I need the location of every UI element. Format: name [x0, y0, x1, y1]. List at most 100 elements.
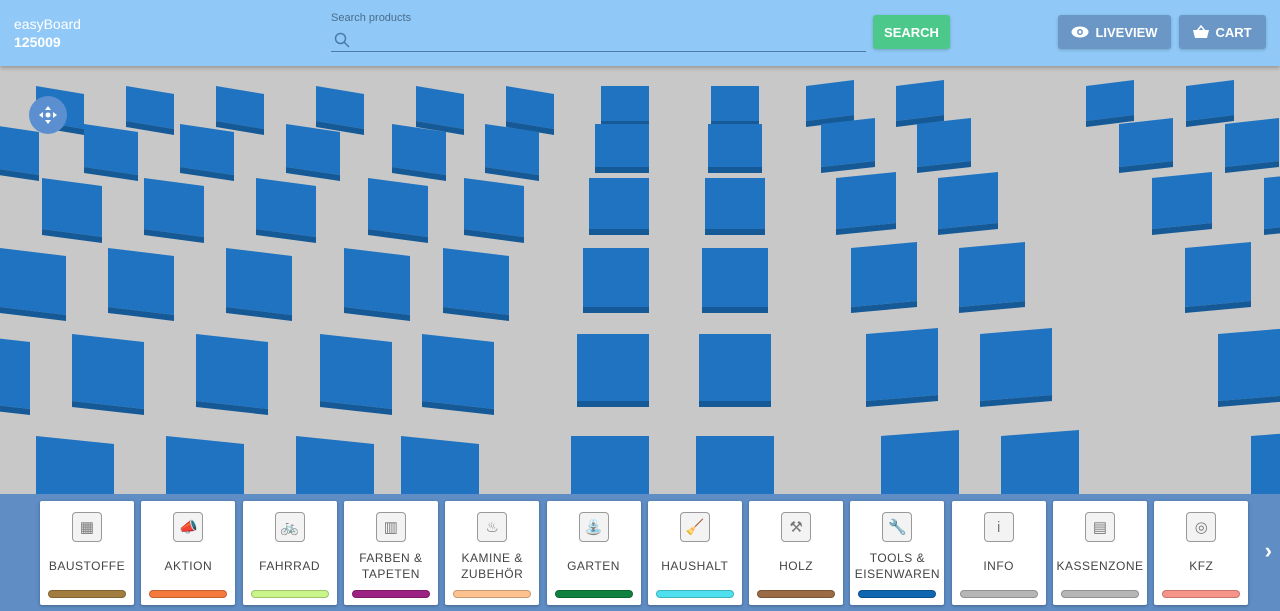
- paint-roll-icon: ▥: [375, 512, 406, 542]
- category-card[interactable]: ◎ KFZ: [1154, 501, 1249, 605]
- shelf-side: [42, 229, 102, 243]
- shelf: [1225, 118, 1279, 167]
- category-color-bar: [149, 590, 228, 598]
- shelf-side: [180, 167, 234, 181]
- shelf: [144, 178, 204, 237]
- category-card[interactable]: ⚒ HOLZ: [749, 501, 844, 605]
- shelf: [126, 86, 174, 129]
- shelf-side: [226, 307, 292, 321]
- shelf-side: [589, 229, 649, 235]
- shelf-side: [708, 167, 762, 173]
- search-button[interactable]: SEARCH: [873, 15, 950, 49]
- tools-wood-icon: ⚒: [781, 512, 812, 542]
- shelf-side: [485, 167, 539, 181]
- shelf: [601, 86, 649, 121]
- category-card[interactable]: ▤ KASSENZONE: [1053, 501, 1147, 605]
- shelf: [1264, 176, 1280, 229]
- shelf: [401, 436, 479, 519]
- shelf-side: [980, 395, 1052, 407]
- shelf: [416, 86, 464, 129]
- category-card[interactable]: 📣 AKTION: [141, 501, 236, 605]
- shelf-side: [0, 405, 30, 415]
- category-card[interactable]: 🧹 HAUSHALT: [647, 501, 742, 605]
- shelf-side: [1186, 115, 1234, 127]
- cash-register-icon: ▤: [1085, 512, 1115, 542]
- shelf: [0, 248, 66, 315]
- shelf: [589, 178, 649, 229]
- category-label: KASSENZONE: [1056, 559, 1144, 573]
- shelf-side: [806, 115, 854, 127]
- shelf: [896, 80, 944, 121]
- shelf: [938, 172, 998, 229]
- category-label: INFO: [983, 559, 1015, 573]
- info-icon: i: [983, 512, 1014, 542]
- shelf-side: [320, 401, 392, 415]
- move-control-button[interactable]: [29, 96, 67, 134]
- category-card[interactable]: i INFO: [951, 501, 1046, 605]
- shelf-side: [917, 161, 971, 173]
- shelf-side: [344, 307, 410, 321]
- shelf-side: [1225, 161, 1279, 173]
- shelf: [1086, 80, 1134, 121]
- shelf-side: [836, 223, 896, 235]
- shelf-side: [1218, 395, 1280, 407]
- shelf: [296, 436, 374, 519]
- category-color-bar: [351, 590, 430, 598]
- category-color-bar: [250, 590, 329, 598]
- shelf-side: [699, 401, 771, 407]
- shelf-side: [821, 161, 875, 173]
- shelf-side: [216, 121, 264, 135]
- category-color-bar: [1061, 590, 1139, 598]
- shelf: [705, 178, 765, 229]
- shelf: [286, 124, 340, 175]
- shelf-side: [0, 307, 66, 321]
- shelf-side: [959, 301, 1025, 313]
- shelf: [1119, 118, 1173, 167]
- category-card[interactable]: ♨ KAMINE & ZUBEHÖR: [445, 501, 540, 605]
- cart-button[interactable]: CART: [1179, 15, 1266, 49]
- shelf-side: [866, 395, 938, 407]
- category-label: HAUSHALT: [661, 559, 729, 573]
- shelf-side: [126, 121, 174, 135]
- megaphone-icon: 📣: [173, 512, 204, 542]
- category-color-bar: [655, 590, 734, 598]
- category-card[interactable]: 🔧 TOOLS & EISENWAREN: [850, 501, 945, 605]
- shelf: [881, 430, 959, 511]
- store-3d-view[interactable]: [0, 66, 1280, 525]
- shelf: [226, 248, 292, 315]
- category-card[interactable]: ▥ FARBEN & TAPETEN: [343, 501, 438, 605]
- shelf: [806, 80, 854, 121]
- category-card[interactable]: ⛲ GARTEN: [546, 501, 641, 605]
- liveview-button[interactable]: LIVEVIEW: [1058, 15, 1171, 49]
- next-arrow-button[interactable]: ›: [1264, 538, 1272, 563]
- category-color-bar: [1162, 590, 1241, 598]
- shelf: [1186, 80, 1234, 121]
- shelf: [0, 126, 39, 175]
- shelf-side: [577, 401, 649, 407]
- shelf: [392, 124, 446, 175]
- shelf: [711, 86, 759, 121]
- shelf: [1001, 430, 1079, 511]
- shelf: [443, 248, 509, 315]
- search-field[interactable]: Search products: [331, 12, 866, 52]
- shelf: [980, 328, 1052, 401]
- category-bar: › ▦ BAUSTOFFE 📣 AKTION 🚲 FAHRRAD ▥ FARBEN & TAP…: [0, 494, 1280, 611]
- shelf-side: [464, 229, 524, 243]
- shelf-side: [368, 229, 428, 243]
- shelf-side: [702, 307, 768, 313]
- shelf-side: [392, 167, 446, 181]
- shelf-side: [422, 401, 494, 415]
- shelf-side: [938, 223, 998, 235]
- category-card[interactable]: 🚲 FAHRRAD: [242, 501, 337, 605]
- shelf-side: [896, 115, 944, 127]
- logo[interactable]: easyBoard 125009: [14, 16, 81, 50]
- search-label: Search products: [331, 12, 412, 24]
- search-input[interactable]: [331, 28, 866, 52]
- search-icon: [334, 32, 350, 48]
- shelf-side: [72, 401, 144, 415]
- shelf-side: [443, 307, 509, 321]
- category-card[interactable]: ▦ BAUSTOFFE: [40, 501, 134, 605]
- shelf-side: [1119, 161, 1173, 173]
- liveview-label: LIVEVIEW: [1095, 24, 1158, 40]
- shelf: [696, 436, 774, 511]
